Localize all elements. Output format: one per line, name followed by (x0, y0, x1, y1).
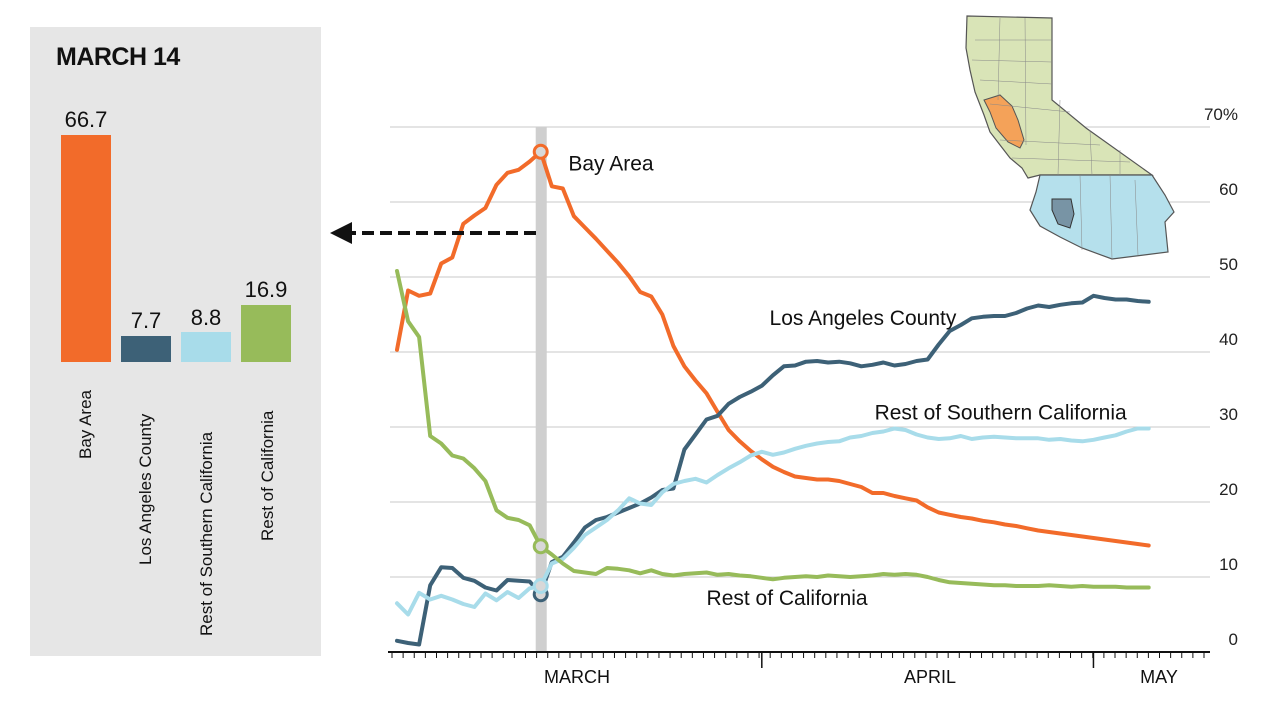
series-lines (395, 149, 1151, 647)
series-label: Rest of Southern California (875, 402, 1127, 425)
series-label: Bay Area (568, 153, 654, 176)
highlight-band (535, 127, 547, 652)
southern-california-region (1029, 174, 1175, 260)
x-axis: MARCH APRIL MAY (388, 651, 1210, 687)
bar-value-rest-of-southern-california: 8.8 (190, 305, 222, 330)
month-label: MARCH (544, 667, 610, 687)
highlight-marker (532, 578, 549, 594)
month-label: APRIL (904, 667, 956, 687)
bar-value-los-angeles-county: 7.7 (130, 308, 162, 333)
highlight-markers (532, 143, 549, 603)
bar-bay-area (61, 135, 111, 362)
y-tick-label: 10 (1219, 555, 1238, 574)
y-axis-ticks: 0 10 20 30 40 50 60 70% (1204, 105, 1238, 649)
arrow-to-panel (330, 222, 536, 244)
month-label: MAY (1140, 667, 1178, 687)
county-borders (971, 17, 1139, 260)
bay-area-counties (983, 94, 1025, 149)
series-line-bay-area (395, 149, 1151, 548)
bar-value-rest-of-california: 16.9 (244, 277, 288, 302)
y-tick-label: 0 (1229, 630, 1238, 649)
y-tick-label: 60 (1219, 180, 1238, 199)
highlight-band-rect (535, 127, 547, 652)
series-label: Los Angeles County (770, 307, 957, 330)
los-angeles-county (1051, 198, 1075, 229)
bar-rest-of-california (241, 304, 291, 362)
series-line-rest-of-california (395, 269, 1151, 590)
california-map (965, 15, 1175, 260)
panel-title: MARCH 14 (56, 43, 180, 71)
y-tick-label: 20 (1219, 480, 1238, 499)
y-tick-label: 30 (1219, 405, 1238, 424)
series-line-los-angeles-county (395, 293, 1151, 647)
arrow-head-icon (330, 222, 352, 244)
bar-rest-of-southern-california (181, 332, 231, 362)
summary-panel: MARCH 14 66.7 Bay Area 7.7 Los Angeles C… (30, 27, 321, 656)
bar-value-bay-area: 66.7 (64, 107, 108, 132)
y-tick-label: 40 (1219, 330, 1238, 349)
bar-los-angeles-county (121, 335, 171, 362)
series-label: Rest of California (707, 587, 868, 610)
series-line-rest-of-southern-california (395, 426, 1151, 617)
highlight-marker (532, 538, 549, 555)
y-tick-label: 70% (1204, 105, 1238, 124)
series-labels: Bay Area Los Angeles County Rest of Southe… (568, 153, 1127, 610)
highlight-marker (532, 143, 549, 160)
y-tick-label: 50 (1219, 255, 1238, 274)
